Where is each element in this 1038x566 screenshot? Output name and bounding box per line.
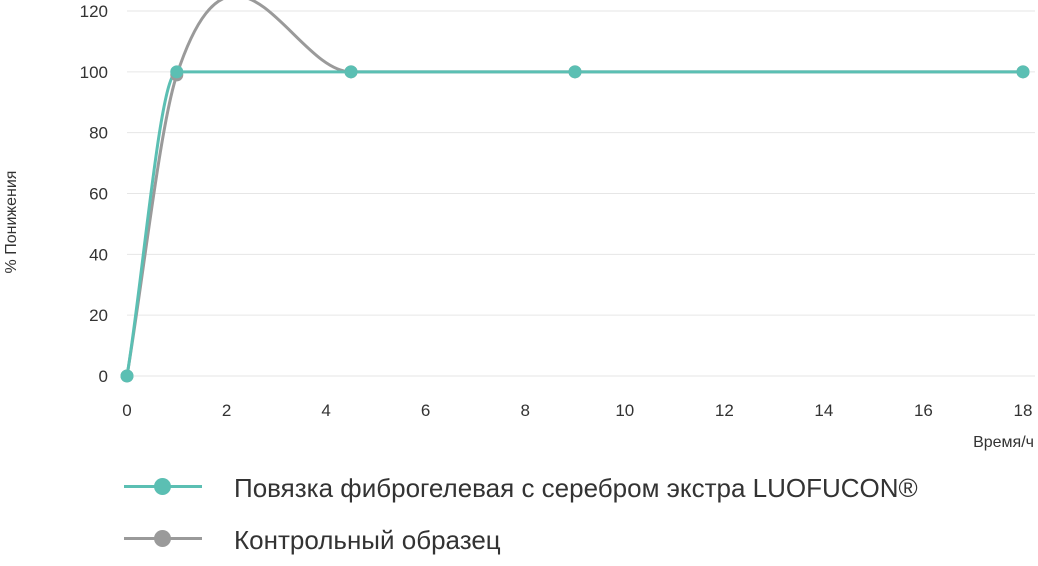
y-axis-label: % Понижения (3, 171, 20, 274)
x-axis-label: Время/ч (973, 434, 1034, 451)
series-points (120, 65, 1030, 383)
y-tick-labels: 0 20 40 60 80 100 120 (80, 2, 108, 386)
x-tick-labels: 0 2 4 6 8 10 12 14 16 18 (122, 401, 1032, 420)
x-tick-14: 14 (814, 401, 833, 420)
legend-swatch-dot (154, 478, 171, 495)
y-tick-80: 80 (89, 124, 108, 143)
x-tick-16: 16 (914, 401, 933, 420)
grid (127, 10, 1035, 377)
y-tick-40: 40 (89, 245, 108, 264)
series-0-point-4 (1016, 65, 1030, 79)
x-tick-18: 18 (1014, 401, 1033, 420)
legend-swatch-dot (154, 530, 171, 547)
y-tick-60: 60 (89, 185, 108, 204)
x-tick-12: 12 (715, 401, 734, 420)
series-lines (125, 0, 1023, 377)
y-tick-100: 100 (80, 63, 108, 82)
legend-label: Контрольный образец (234, 525, 501, 555)
series-0-point-2 (344, 65, 358, 79)
series-line-0 (125, 70, 1023, 377)
series-0-point-1 (170, 65, 184, 79)
x-tick-0: 0 (122, 401, 131, 420)
series-0-point-3 (568, 65, 582, 79)
x-tick-4: 4 (321, 401, 330, 420)
x-tick-6: 6 (421, 401, 430, 420)
series-line-1 (125, 0, 1023, 377)
y-tick-0: 0 (99, 367, 108, 386)
series-0-point-0 (120, 369, 134, 383)
y-tick-20: 20 (89, 306, 108, 325)
legend-label: Повязка фиброгелевая с серебром экстра L… (234, 473, 918, 503)
chart: 0 20 40 60 80 100 120 0 2 4 6 8 10 12 14 16 18 % Пониже… (3, 0, 1035, 451)
x-tick-10: 10 (615, 401, 634, 420)
x-tick-8: 8 (520, 401, 529, 420)
x-tick-2: 2 (222, 401, 231, 420)
y-tick-120: 120 (80, 2, 108, 21)
